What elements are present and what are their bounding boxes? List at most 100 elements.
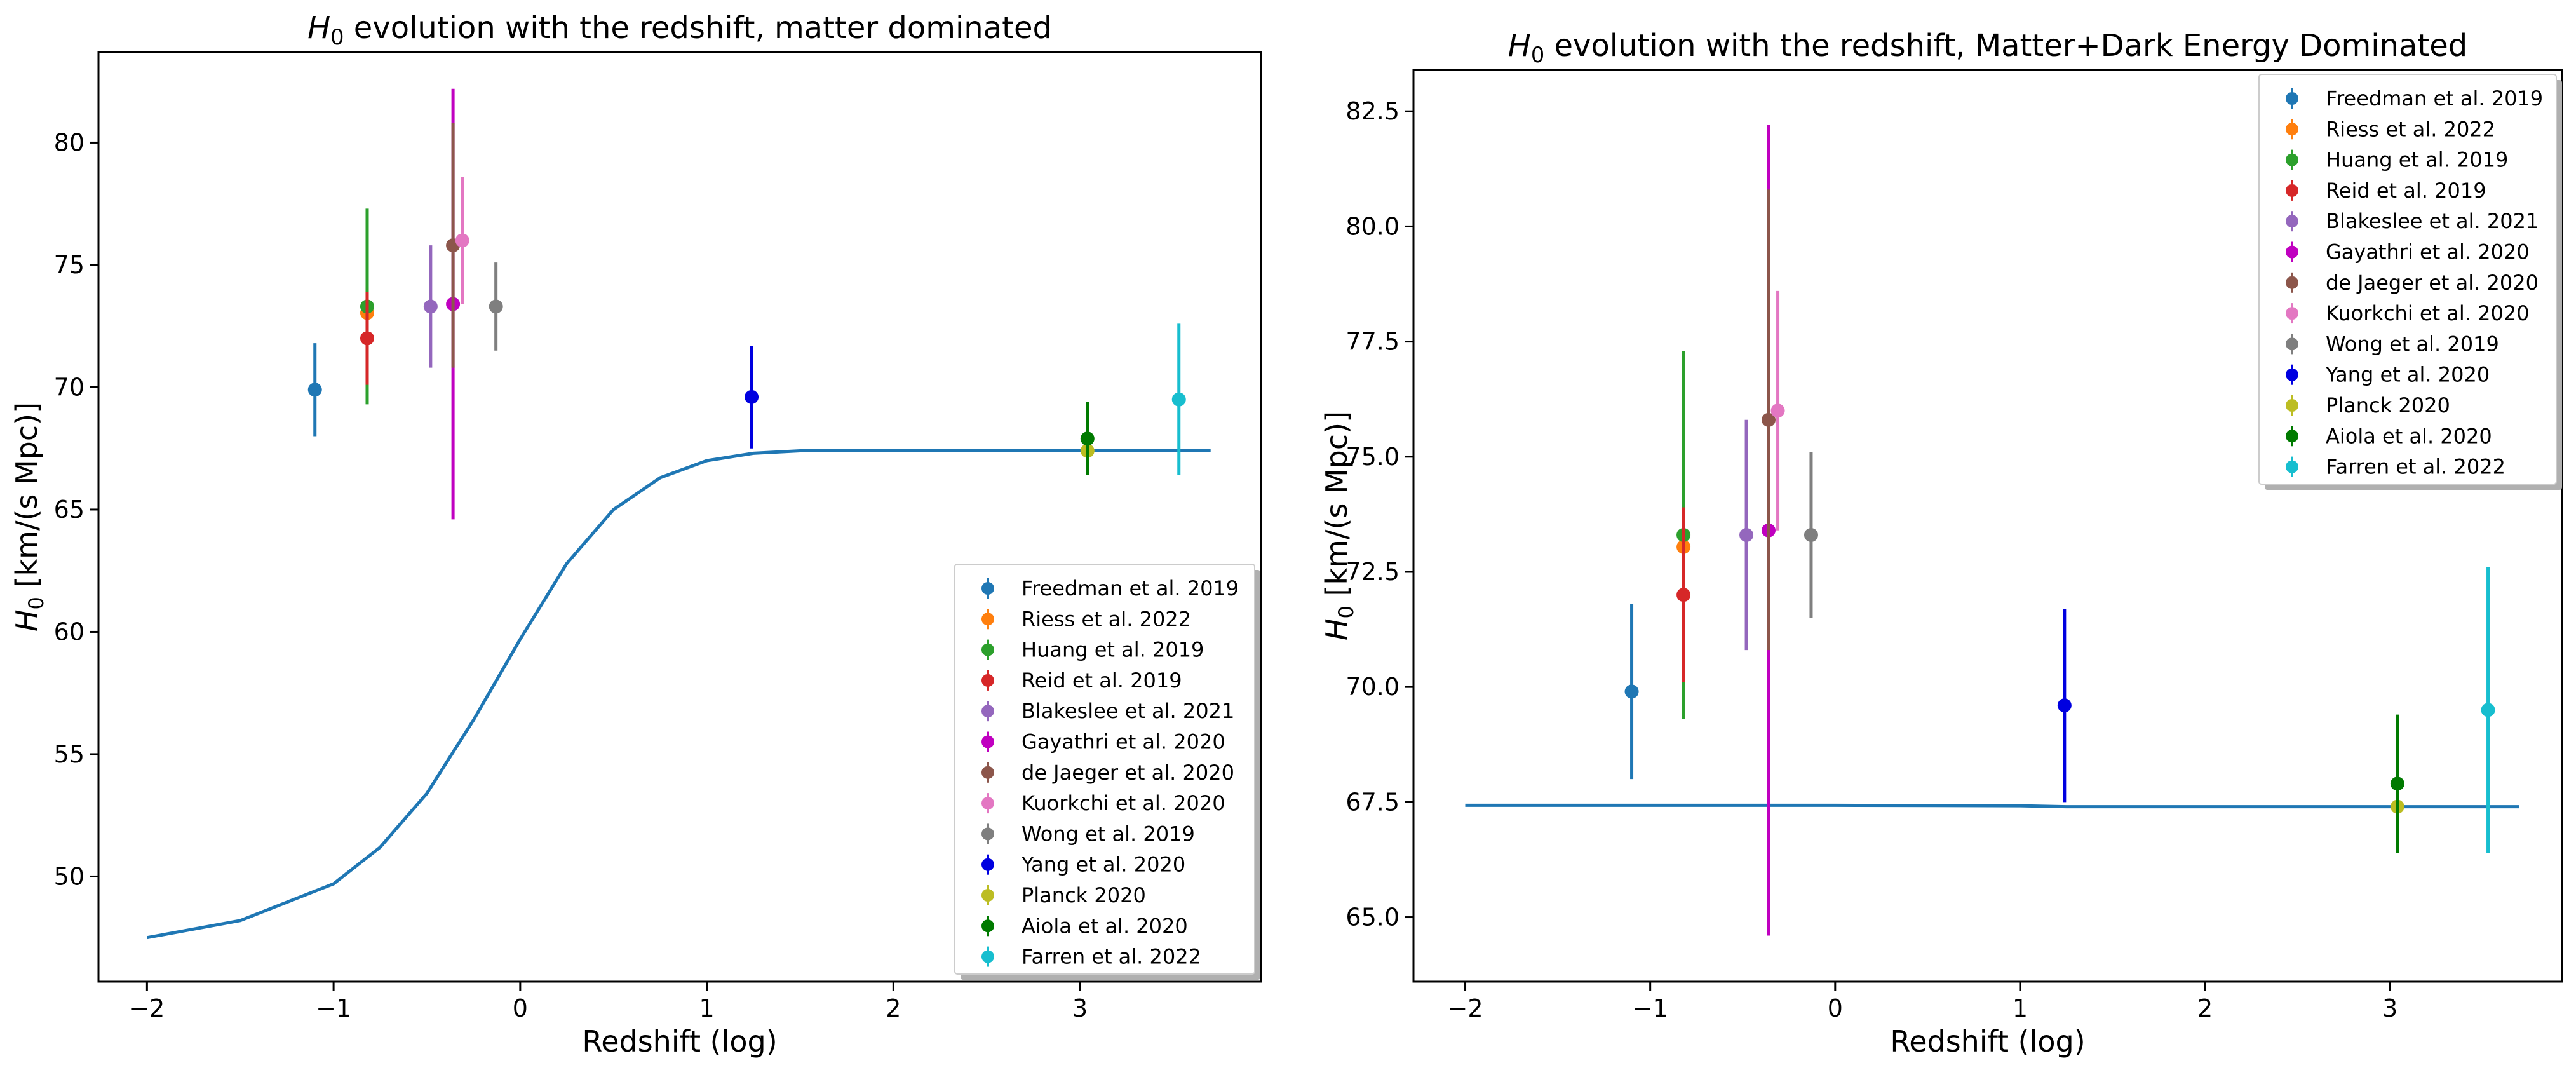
right-x-tick-label: −1 — [1633, 994, 1668, 1022]
legend-item: Gayathri et al. 2020 — [981, 730, 1225, 754]
legend-label: Reid et al. 2019 — [2326, 179, 2486, 203]
legend-item: Riess et al. 2022 — [981, 607, 1191, 631]
right-series-aiola-et-al-2020 — [2390, 714, 2404, 853]
legend-marker-dot — [2286, 215, 2298, 228]
left-x-tick-label: 2 — [886, 994, 901, 1022]
data-point — [1676, 588, 1691, 602]
right-title-symbol: H — [1508, 28, 1531, 64]
legend-marker-dot — [2286, 92, 2298, 105]
legend-marker-dot — [2286, 184, 2298, 197]
legend-marker-dot — [981, 827, 994, 841]
left-y-tick-label: 50 — [54, 862, 84, 890]
right-y-axis-label: H0 [km/(s Mpc)] — [1319, 411, 1358, 640]
left-series-wong-et-al-2019 — [489, 262, 503, 351]
data-point — [423, 299, 438, 314]
legend-item: Farren et al. 2022 — [2286, 455, 2505, 479]
legend-label: Huang et al. 2019 — [1022, 638, 1204, 662]
left-y-tick-label: 70 — [54, 373, 84, 401]
legend-marker-dot — [981, 858, 994, 871]
legend-box — [2258, 74, 2557, 485]
data-point — [1770, 403, 1785, 418]
right-x-tick-label: 1 — [2013, 994, 2028, 1022]
legend-item: Yang et al. 2020 — [981, 853, 1185, 877]
left-series-reid-et-al-2019 — [360, 292, 374, 385]
right-y-tick-label: 77.5 — [1345, 328, 1399, 356]
legend-item: Planck 2020 — [981, 883, 1146, 907]
right-y-tick-label: 65.0 — [1345, 904, 1399, 931]
right-y-tick-label: 82.5 — [1345, 97, 1399, 125]
right-x-tick-label: 2 — [2197, 994, 2213, 1022]
right-y-tick-label: 70.0 — [1345, 673, 1399, 701]
right-y-tick-label: 75.0 — [1345, 443, 1399, 471]
left-y-tick-label: 75 — [54, 251, 84, 279]
right-model-curve — [1465, 803, 2519, 809]
left-x-axis-label: Redshift (log) — [582, 1024, 777, 1059]
legend-label: Planck 2020 — [1022, 883, 1146, 907]
right-title-subscript: 0 — [1531, 43, 1544, 67]
right-axes-frame — [1412, 69, 2563, 983]
legend-marker-dot — [2286, 245, 2298, 259]
legend-marker-dot — [2286, 276, 2298, 289]
legend-label: de Jaeger et al. 2020 — [2326, 271, 2539, 295]
data-point — [1624, 684, 1639, 699]
legend-label: Kuorkchi et al. 2020 — [1022, 791, 1225, 815]
legend-label: Freedman et al. 2019 — [1022, 576, 1239, 600]
left-y-label-subscript: 0 — [24, 597, 48, 609]
right-x-axis-label: Redshift (log) — [1890, 1024, 2085, 1059]
legend-item: Riess et al. 2022 — [2286, 117, 2495, 141]
right-series-blakeslee-et-al-2021 — [1739, 419, 1754, 651]
data-point — [489, 299, 503, 314]
legend-label: Blakeslee et al. 2021 — [2326, 209, 2539, 233]
legend-box — [954, 564, 1255, 975]
legend-item: Farren et al. 2022 — [981, 945, 1201, 969]
legend-item: Yang et al. 2020 — [2286, 363, 2490, 387]
left-x-tick-label: 3 — [1072, 994, 1088, 1022]
left-series-freedman-et-al-2019 — [307, 343, 322, 437]
legend-item: de Jaeger et al. 2020 — [981, 761, 1234, 785]
right-x-tick-label: −2 — [1448, 994, 1483, 1022]
data-point — [1171, 392, 1186, 407]
right-series-wong-et-al-2019 — [1804, 452, 1818, 618]
legend-item: de Jaeger et al. 2020 — [2286, 271, 2539, 295]
legend-marker-dot — [2286, 399, 2298, 412]
legend-label: Wong et al. 2019 — [2326, 332, 2499, 356]
left-series-blakeslee-et-al-2021 — [423, 245, 438, 368]
right-series-reid-et-al-2019 — [1676, 507, 1691, 682]
legend-marker-dot — [981, 735, 994, 748]
left-y-label-symbol: H — [10, 609, 44, 632]
legend-item: Planck 2020 — [2286, 393, 2450, 417]
left-chart-title: H0 evolution with the redshift, matter d… — [307, 10, 1052, 50]
left-series-farren-et-al-2022 — [1171, 323, 1186, 476]
left-y-tick-label: 55 — [54, 740, 84, 768]
legend-marker-dot — [2286, 123, 2298, 136]
legend-label: Freedman et al. 2019 — [2326, 86, 2543, 111]
legend-item: Huang et al. 2019 — [981, 638, 1204, 662]
right-series-farren-et-al-2022 — [2481, 567, 2495, 853]
data-point — [1739, 527, 1754, 542]
right-x-tick-label: 0 — [1828, 994, 1843, 1022]
legend-item: Blakeslee et al. 2021 — [981, 699, 1234, 723]
legend-item: Kuorkchi et al. 2020 — [981, 791, 1225, 815]
right-y-label-symbol: H — [1319, 618, 1354, 640]
right-y-label-subscript: 0 — [1334, 606, 1358, 618]
legend-marker-dot — [981, 613, 994, 626]
left-title-text: evolution with the redshift, matter domi… — [344, 10, 1052, 46]
legend-marker-dot — [2286, 430, 2298, 443]
left-x-tick-label: −2 — [129, 994, 165, 1022]
data-point — [455, 233, 469, 248]
legend-item: Wong et al. 2019 — [2286, 332, 2499, 356]
right-y-tick-label: 80.0 — [1345, 212, 1399, 240]
left-y-tick-label: 60 — [54, 618, 84, 646]
legend-marker-dot — [981, 582, 994, 595]
left-y-label-text: [km/(s Mpc)] — [10, 402, 44, 597]
data-point — [1080, 431, 1095, 446]
left-model-curve — [146, 449, 1211, 940]
legend-label: Gayathri et al. 2020 — [1022, 730, 1225, 754]
right-series-freedman-et-al-2019 — [1624, 604, 1639, 780]
left-y-axis-label: H0 [km/(s Mpc)] — [10, 402, 48, 632]
legend-marker-dot — [981, 919, 994, 933]
left-series-kuorkchi-et-al-2020 — [455, 177, 469, 304]
legend-item: Aiola et al. 2020 — [981, 914, 1188, 938]
legend-label: Farren et al. 2022 — [2326, 455, 2505, 479]
legend-item: Kuorkchi et al. 2020 — [2286, 301, 2530, 325]
